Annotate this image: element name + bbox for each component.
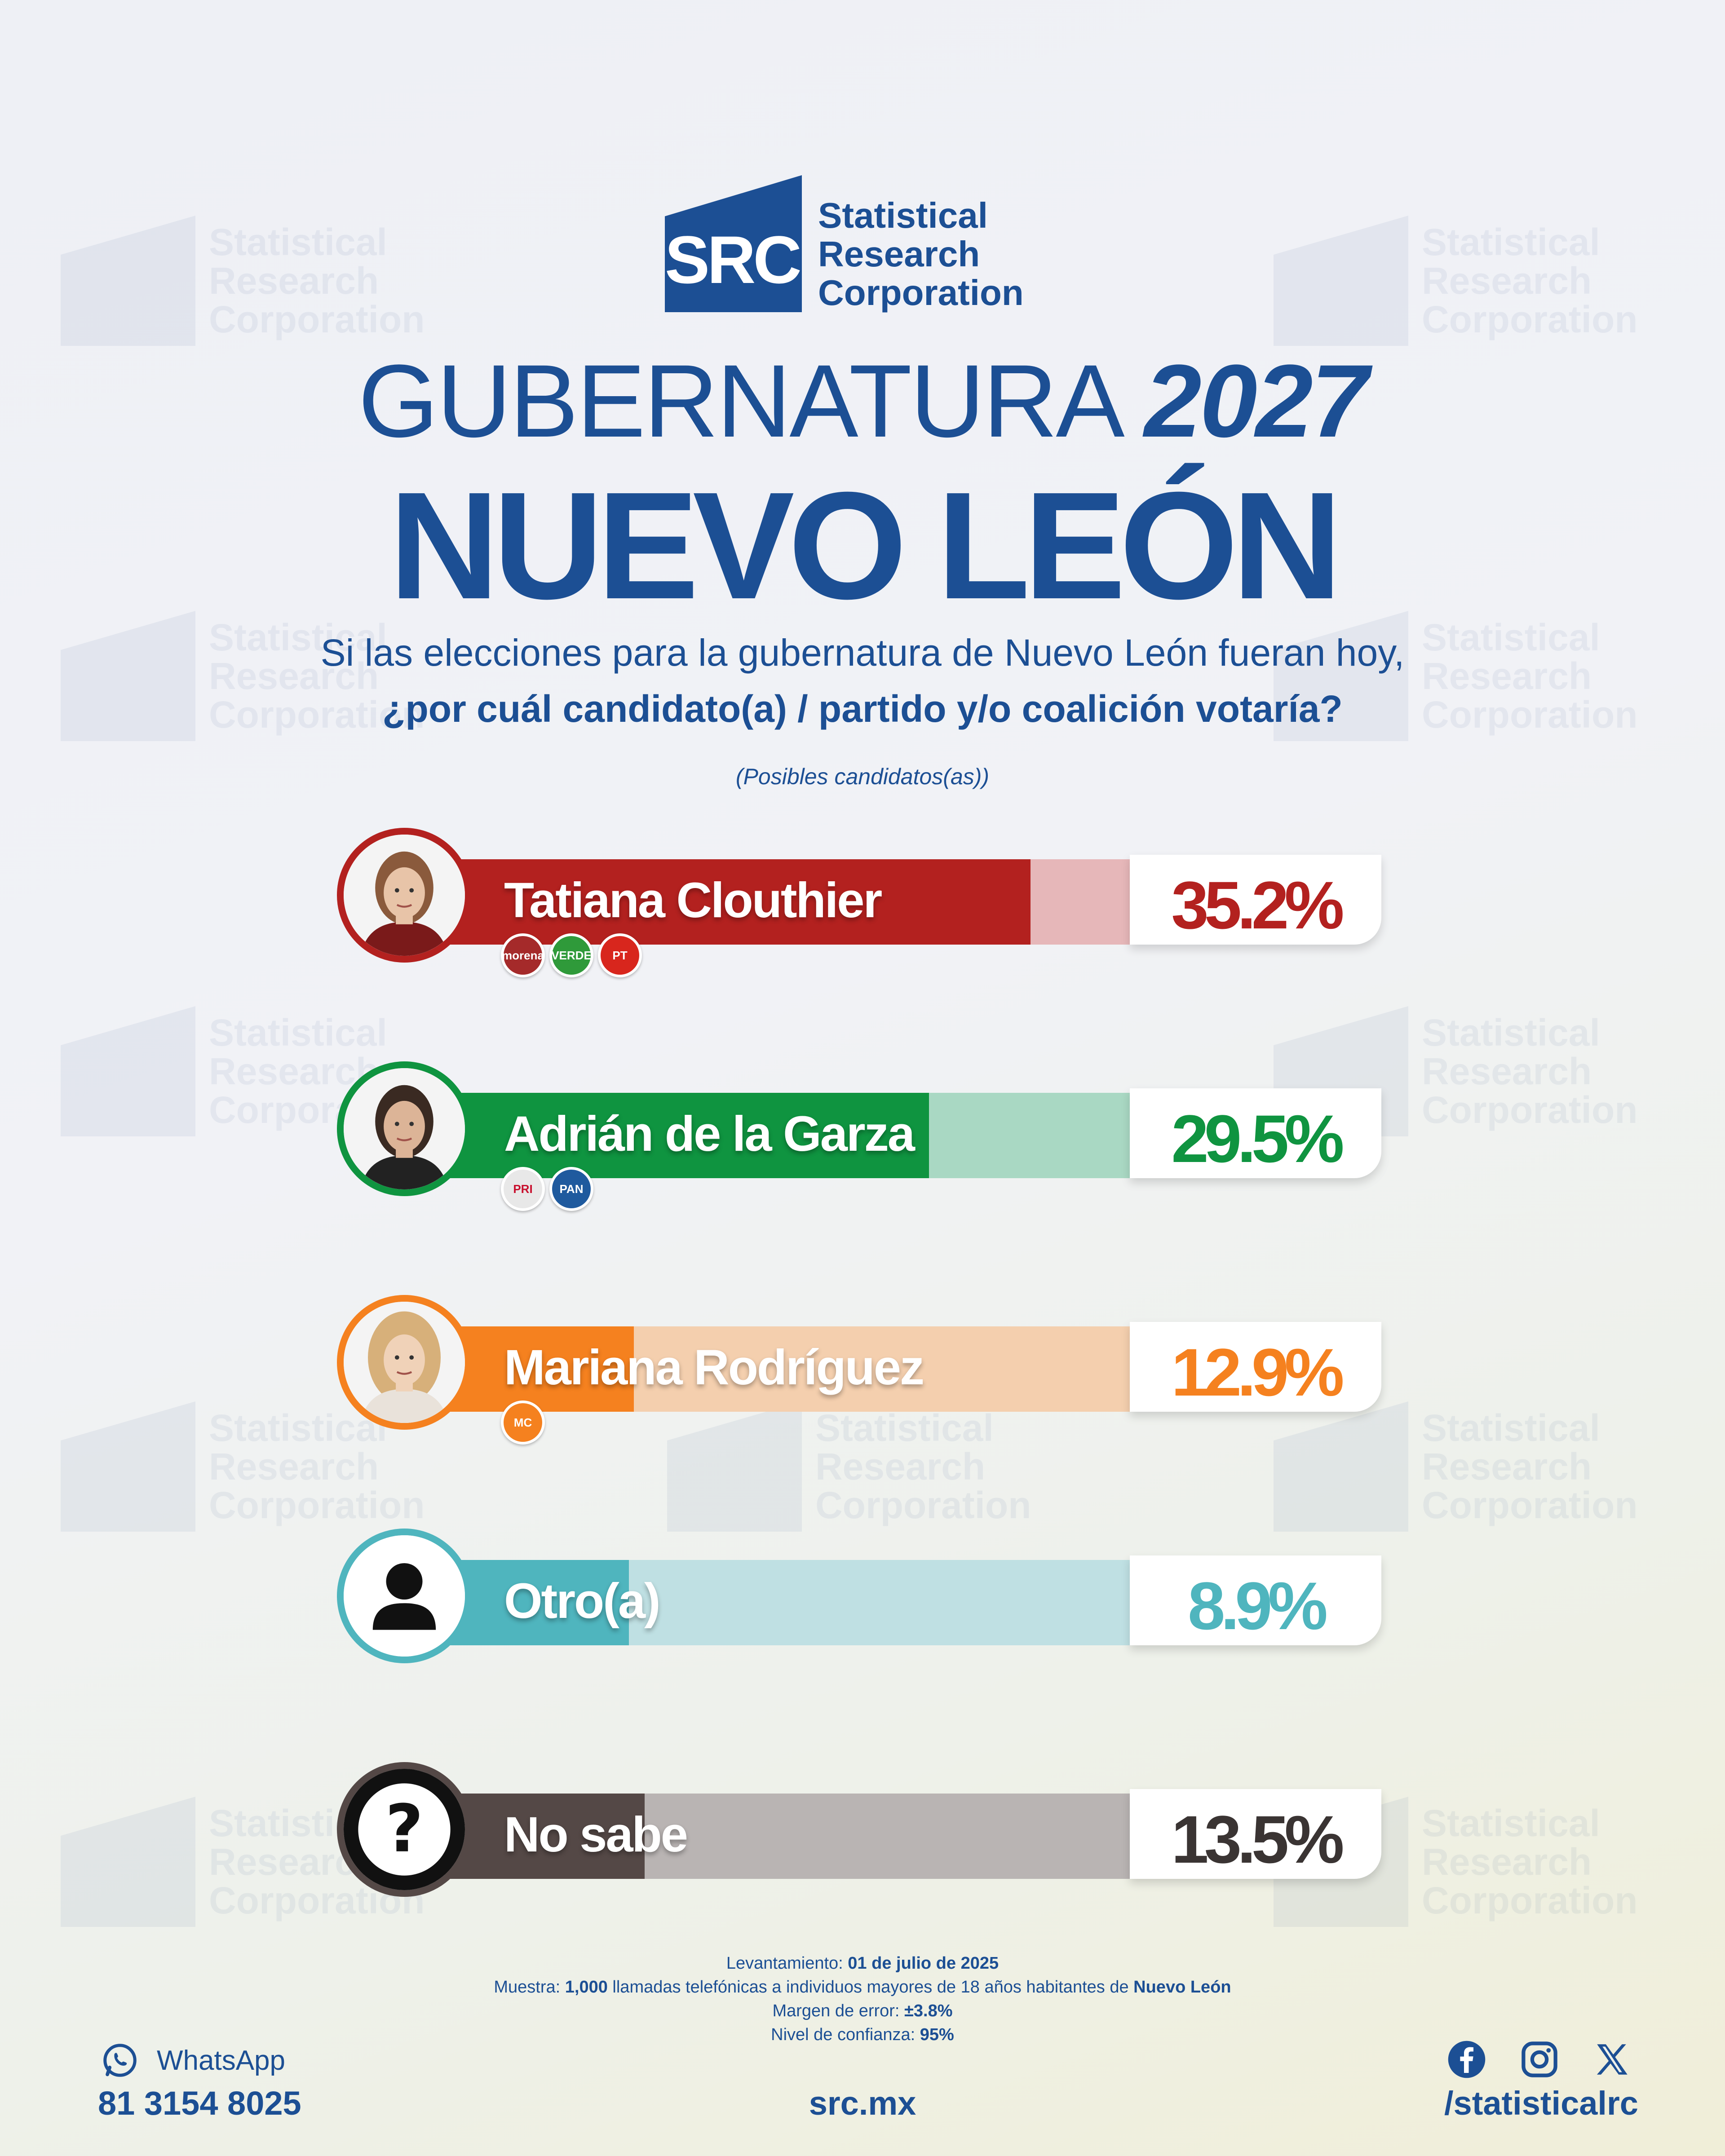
methodology-date: Levantamiento: 01 de julio de 2025 [0,1954,1725,1973]
bar [404,859,1031,945]
logo-line-3: Corporation [818,273,1024,313]
phone-number[interactable]: 81 3154 8025 [98,2085,301,2122]
whatsapp-contact[interactable]: WhatsApp [101,2041,285,2079]
logo-initials: SRC [665,222,802,297]
bar-label: No sabe [504,1807,688,1862]
sample-text: llamadas telefónicas a individuos mayore… [612,1978,1129,1997]
logo-line-1: Statistical [818,195,988,235]
value-label: 35.2% [1171,867,1344,943]
value-label: 12.9% [1171,1334,1344,1410]
avatar-image [344,1302,465,1423]
watermark: Statistical Research Corporation [1274,611,1638,741]
instagram-icon[interactable] [1519,2039,1560,2080]
value-box: 8.9% [1130,1555,1381,1645]
party-logos: MC [501,1401,545,1445]
party-logo-pt: PT [598,933,642,977]
whatsapp-label: WhatsApp [157,2045,286,2076]
bar-label: Adrián de la Garza [504,1106,915,1162]
avatar-image [344,1068,465,1189]
bar-label: Mariana Rodríguez [504,1340,924,1395]
question-mark-icon: ? [337,1762,472,1897]
sample-place: Nuevo León [1133,1978,1231,1997]
watermark: Statistical Research Corporation [61,1401,425,1532]
x-icon[interactable] [1592,2039,1632,2080]
website-link[interactable]: src.mx [809,2085,916,2122]
question-line-1: Si las elecciones para la gubernatura de… [320,632,1405,674]
page-subtitle: NUEVO LEÓN [389,460,1342,631]
title-year: 2027 [1144,343,1369,459]
date-value: 01 de julio de 2025 [848,1954,999,1973]
methodology-margin: Margen de error: ±3.8% [0,2001,1725,2021]
party-logos: PRI PAN [501,1167,593,1211]
logo-mark: SRC [665,175,802,312]
sample-label: Muestra: [494,1978,561,1997]
chart-row: Tatiana Clouthier 35.2% morena VERDE PT [337,828,1384,977]
value-box: 29.5% [1130,1088,1381,1178]
chart-row: Otro(a) 8.9% [337,1529,1384,1677]
question-note: (Posibles candidatos(as)) [735,764,990,789]
watermark: Statistical Research Corporation [61,611,425,741]
watermark: Statistical Research Corporation [667,1401,1031,1532]
bar [404,1093,929,1178]
page-title: GUBERNATURA 2027 [0,341,1725,460]
candidate-photo [337,1295,472,1430]
candidate-photo [337,828,472,963]
margin-value: ±3.8% [904,2001,953,2020]
svg-text:?: ? [385,1791,424,1867]
chart-row: Adrián de la Garza 29.5% PRI PAN [337,1061,1384,1211]
value-box: 12.9% [1130,1322,1381,1412]
brand-logo: SRC Statistical Research Corporation [665,175,1024,312]
avatar-image [344,1535,465,1657]
value-label: 13.5% [1171,1802,1344,1877]
margin-label: Margen de error: [772,2001,900,2020]
sample-value: 1,000 [565,1978,608,1997]
title-word: GUBERNATURA [358,343,1119,459]
watermark: Statistical Research Corporation [61,1006,425,1136]
value-box: 13.5% [1130,1789,1381,1879]
value-label: 8.9% [1188,1568,1328,1644]
question-line-2: ¿por cuál candidato(a) / partido y/o coa… [382,688,1343,730]
value-label: 29.5% [1171,1101,1344,1176]
party-logo-morena: morena [501,933,545,977]
party-logo-pri: PRI [501,1167,545,1211]
chart-row: No sabe 13.5% ? [337,1762,1384,1910]
bar-label: Otro(a) [504,1573,661,1629]
person-icon [337,1529,472,1663]
avatar-image [344,835,465,956]
logo-line-2: Research [818,234,980,274]
methodology-confidence: Nivel de confianza: 95% [0,2025,1725,2045]
party-logo-verde: VERDE [549,933,593,977]
party-logos: morena VERDE PT [501,933,642,977]
facebook-icon[interactable] [1446,2039,1487,2080]
date-label: Levantamiento: [726,1954,843,1973]
methodology-sample: Muestra: 1,000 llamadas telefónicas a in… [0,1978,1725,1997]
watermark: Statistical Research Corporation [1274,216,1638,346]
party-logo-pan: PAN [549,1167,593,1211]
confidence-value: 95% [920,2025,954,2044]
avatar-image: ? [344,1769,465,1890]
value-box: 35.2% [1130,855,1381,945]
party-logo-mc: MC [501,1401,545,1445]
watermark: Statistical Research Corporation [1274,1401,1638,1532]
whatsapp-icon [103,2044,137,2077]
candidate-photo [337,1061,472,1196]
social-handle[interactable]: /statisticalrc [1444,2085,1638,2122]
bar-label: Tatiana Clouthier [504,873,882,928]
chart-row: Mariana Rodríguez 12.9% MC [337,1295,1384,1445]
social-icons [1446,2039,1632,2080]
watermark: Statistical Research Corporation [61,216,425,346]
confidence-label: Nivel de confianza: [771,2025,916,2044]
